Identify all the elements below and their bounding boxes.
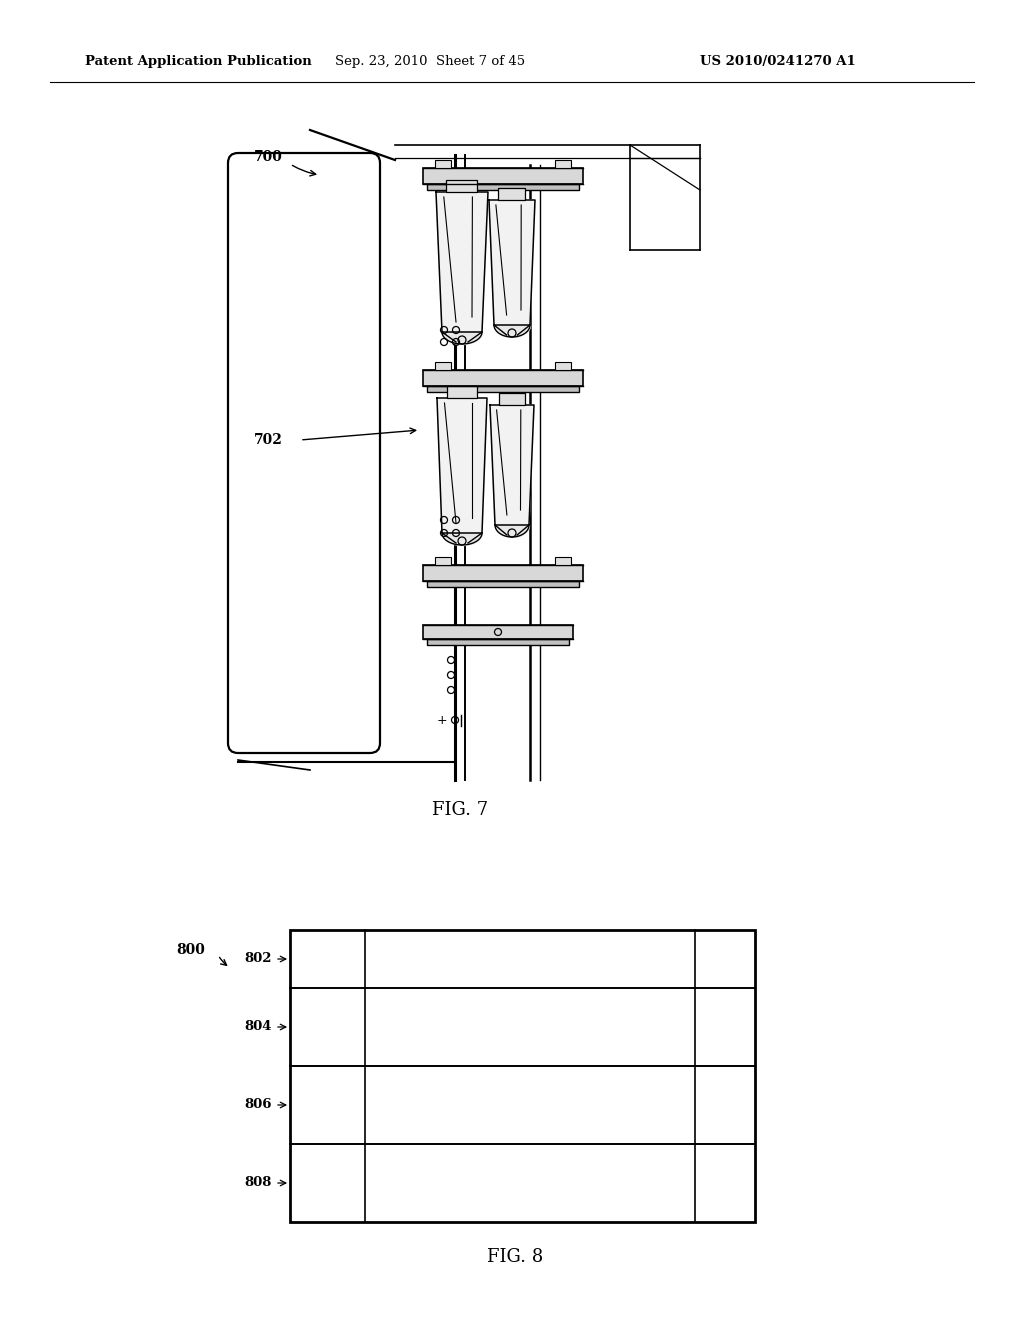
Bar — [447, 385, 477, 399]
Bar — [446, 180, 477, 191]
Text: 0.1: 0.1 — [713, 1020, 737, 1034]
Bar — [435, 362, 451, 370]
Bar — [435, 160, 451, 168]
Text: Patent Application Publication: Patent Application Publication — [85, 55, 311, 69]
Bar — [555, 557, 571, 565]
Text: D: D — [321, 1175, 334, 1192]
Text: 0.04: 0.04 — [708, 1098, 742, 1111]
Bar — [290, 931, 755, 1222]
Text: 700: 700 — [254, 150, 283, 164]
Polygon shape — [437, 399, 487, 533]
Bar — [423, 370, 583, 385]
Bar — [435, 557, 451, 565]
Text: 702: 702 — [254, 433, 283, 447]
Bar — [423, 168, 583, 183]
Text: 806: 806 — [245, 1098, 272, 1111]
Text: Sep. 23, 2010  Sheet 7 of 45: Sep. 23, 2010 Sheet 7 of 45 — [335, 55, 525, 69]
Text: FIG. 7: FIG. 7 — [432, 801, 488, 818]
Polygon shape — [490, 405, 534, 525]
Bar — [427, 581, 579, 587]
Text: 802: 802 — [245, 953, 272, 965]
Bar — [499, 393, 524, 405]
Text: Percentage of Syringe
Nominal Volume: Percentage of Syringe Nominal Volume — [377, 1011, 534, 1043]
Text: +: + — [436, 714, 447, 726]
Text: 808: 808 — [245, 1176, 272, 1189]
Bar — [423, 624, 573, 639]
Text: FIG. 8: FIG. 8 — [486, 1247, 543, 1266]
Text: 4: 4 — [720, 952, 730, 966]
Text: 0.08: 0.08 — [708, 1176, 742, 1191]
FancyBboxPatch shape — [228, 153, 380, 752]
Bar — [427, 183, 579, 190]
Text: Syringe Type: Syringe Type — [377, 952, 470, 966]
Text: B: B — [322, 1019, 334, 1035]
Bar — [555, 362, 571, 370]
Text: C: C — [322, 1097, 334, 1114]
Text: Error Tolerance for Fluid
Adjust without Reweigh: Error Tolerance for Fluid Adjust without… — [377, 1167, 555, 1199]
Bar — [427, 639, 569, 645]
Text: US 2010/0241270 A1: US 2010/0241270 A1 — [700, 55, 856, 69]
Bar — [555, 160, 571, 168]
Bar — [427, 385, 579, 392]
Text: 804: 804 — [245, 1020, 272, 1034]
Text: Error Tolerance for Fluid
Adjust with Reweigh: Error Tolerance for Fluid Adjust with Re… — [377, 1089, 555, 1121]
Polygon shape — [436, 191, 488, 333]
Bar — [499, 187, 525, 201]
Polygon shape — [489, 201, 535, 325]
Bar — [423, 565, 583, 581]
Text: A: A — [322, 950, 334, 968]
Text: 800: 800 — [176, 942, 205, 957]
